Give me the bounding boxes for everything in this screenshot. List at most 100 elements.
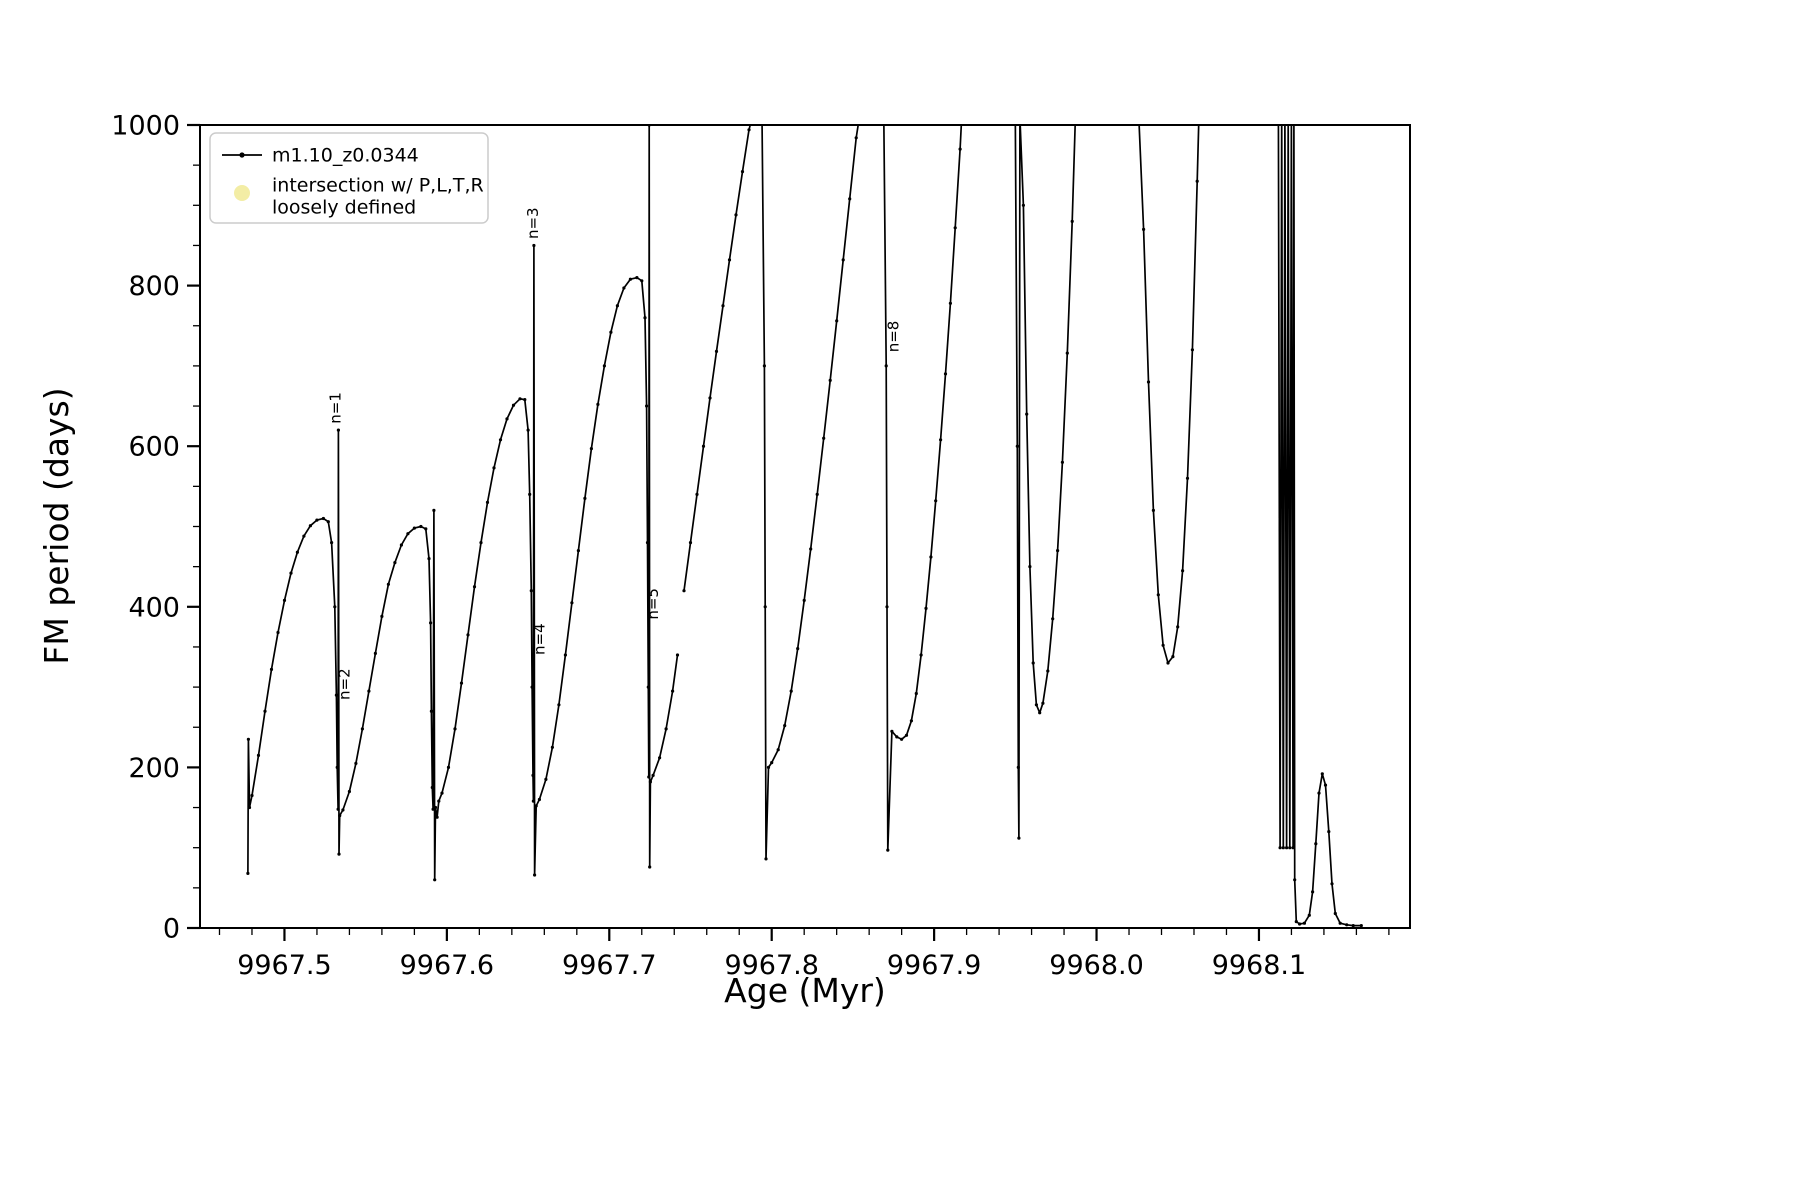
data-point-marker <box>939 438 943 442</box>
data-point-marker <box>1190 348 1194 352</box>
data-point-marker <box>250 793 254 798</box>
data-point-marker <box>360 727 364 731</box>
data-point-marker <box>828 378 832 382</box>
data-point-marker <box>511 403 516 407</box>
data-point-marker <box>330 541 334 545</box>
x-tick-label: 9968.0 <box>1049 950 1143 981</box>
data-point-marker <box>435 815 439 819</box>
data-point-marker <box>766 765 771 770</box>
data-point-marker <box>335 765 339 770</box>
data-point-marker <box>1056 549 1060 553</box>
data-point-marker <box>622 286 626 290</box>
y-tick-label: 600 <box>128 432 180 463</box>
x-tick-label: 9967.5 <box>237 950 331 981</box>
data-point-marker <box>429 709 433 713</box>
series-line <box>247 125 1362 927</box>
data-point-marker <box>943 372 948 376</box>
data-point-marker <box>433 805 438 810</box>
data-point-marker <box>1293 878 1297 882</box>
data-point-marker <box>1176 625 1180 629</box>
data-point-marker <box>734 213 738 217</box>
data-point-marker <box>1015 444 1019 448</box>
y-tick-label: 800 <box>128 271 180 302</box>
legend-intersection-marker <box>234 185 250 201</box>
data-point-marker <box>596 402 600 406</box>
legend-label-intersection: intersection w/ P,L,T,R <box>272 175 484 197</box>
data-point-marker <box>695 492 699 496</box>
data-point-marker <box>338 814 342 818</box>
data-point-marker <box>412 526 416 530</box>
data-point-marker <box>347 789 351 794</box>
data-point-marker <box>1359 924 1363 928</box>
data-point-marker <box>948 301 953 305</box>
data-point-marker <box>822 436 826 440</box>
data-point-marker <box>386 582 390 586</box>
data-point-marker <box>440 791 444 795</box>
data-point-marker <box>295 550 299 554</box>
data-point-marker <box>1156 593 1160 597</box>
data-point-marker <box>530 685 534 689</box>
data-point-marker <box>583 496 587 500</box>
x-tick-label: 9967.9 <box>887 950 981 981</box>
data-point-marker <box>1142 227 1146 231</box>
data-point-marker <box>531 799 536 803</box>
data-point-marker <box>647 775 651 779</box>
data-point-marker <box>424 527 428 531</box>
data-point-marker <box>1302 921 1306 925</box>
data-point-marker <box>1017 836 1021 840</box>
legend-label-series: m1.10_z0.0344 <box>272 145 419 167</box>
data-point-marker <box>909 719 914 723</box>
data-point-marker <box>1278 846 1282 850</box>
data-point-marker <box>1028 565 1032 569</box>
data-point-marker <box>721 304 725 308</box>
data-point-marker <box>809 547 813 551</box>
data-point-marker <box>1330 882 1334 886</box>
data-point-marker <box>841 258 845 262</box>
data-point-marker <box>645 541 650 545</box>
annotation-label: n=2 <box>335 668 353 700</box>
data-point-marker <box>708 396 712 400</box>
data-point-marker <box>1034 703 1038 707</box>
data-point-marker <box>815 492 819 496</box>
data-point-marker <box>321 516 325 521</box>
data-point-marker <box>1311 890 1315 894</box>
x-axis-label: Age (Myr) <box>724 971 886 1010</box>
data-point-marker <box>1161 643 1165 647</box>
y-tick-label: 0 <box>163 913 180 944</box>
data-point-marker <box>1181 569 1185 573</box>
data-point-marker <box>895 735 899 739</box>
data-point-marker <box>380 614 384 619</box>
data-point-marker <box>1070 219 1074 223</box>
data-point-marker <box>914 691 918 696</box>
data-point-marker <box>367 689 371 693</box>
y-axis-label: FM period (days) <box>37 387 76 664</box>
annotation-label: n=5 <box>644 588 662 620</box>
data-point-marker <box>648 865 652 869</box>
data-point-marker <box>1046 669 1050 673</box>
data-point-marker <box>563 653 568 657</box>
data-point-marker <box>406 532 410 536</box>
data-point-marker <box>336 428 340 432</box>
data-point-marker <box>529 589 533 593</box>
data-point-marker <box>485 500 490 504</box>
data-point-marker <box>1185 476 1190 480</box>
data-point-marker <box>740 170 745 174</box>
legend-line-marker <box>239 152 245 158</box>
data-point-marker <box>246 871 250 876</box>
data-point-marker <box>326 520 330 524</box>
data-point-marker <box>701 444 706 448</box>
data-point-marker <box>1038 711 1042 715</box>
x-tick-label: 9967.8 <box>724 950 818 981</box>
data-point-marker <box>1323 783 1328 787</box>
data-point-marker <box>647 125 651 127</box>
data-point-marker <box>533 873 537 877</box>
data-point-marker <box>900 737 904 741</box>
y-tick-label: 1000 <box>111 110 180 141</box>
data-point-marker <box>505 417 509 421</box>
data-point-marker <box>393 561 397 565</box>
data-point-marker <box>333 605 337 609</box>
data-point-marker <box>1041 701 1045 705</box>
data-point-marker <box>714 349 719 353</box>
data-point-marker <box>550 745 555 749</box>
data-point-marker <box>308 524 312 528</box>
